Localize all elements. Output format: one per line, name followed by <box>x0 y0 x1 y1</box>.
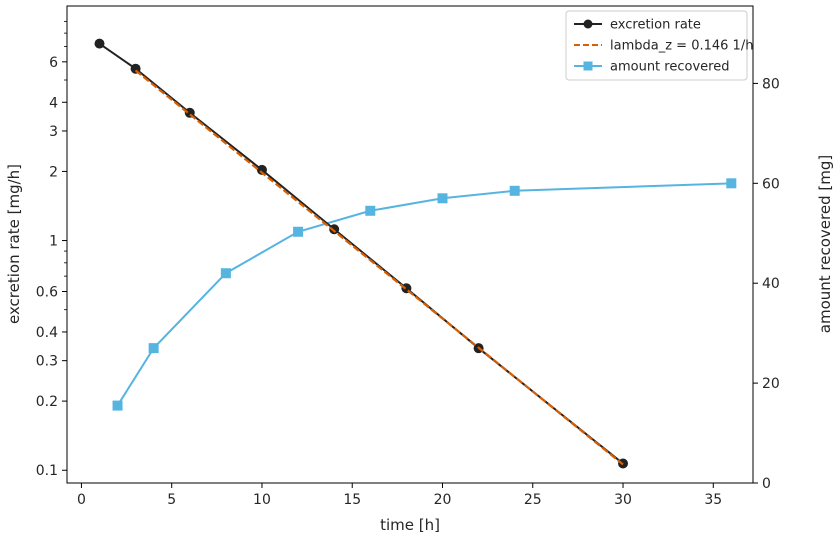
x-tick-label: 20 <box>434 492 452 508</box>
data-point-recovered <box>293 226 304 237</box>
series-line-1 <box>134 69 624 466</box>
data-point-recovered <box>509 185 520 196</box>
left-y-tick-label: 4 <box>49 95 58 111</box>
left-y-tick-label: 0.4 <box>36 325 58 341</box>
x-tick-label: 5 <box>167 492 176 508</box>
x-axis: 0 5 10 15 20 25 30 35 <box>77 483 722 508</box>
series-line-2 <box>116 182 732 407</box>
left-y-tick-label: 0.6 <box>36 285 58 301</box>
left-y-tick-label: 0.3 <box>36 354 58 370</box>
legend-marker <box>583 61 593 71</box>
legend-marker <box>583 19 593 29</box>
x-tick-label: 30 <box>614 492 632 508</box>
data-point-recovered <box>148 343 159 354</box>
right-y-tick-label: 40 <box>762 276 780 292</box>
legend-label: excretion rate <box>610 18 701 33</box>
series-layer <box>94 38 737 469</box>
x-tick-label: 10 <box>253 492 271 508</box>
legend-label: lambda_z = 0.146 1/h <box>610 39 753 54</box>
x-tick-label: 15 <box>343 492 361 508</box>
legend-label: amount recovered <box>610 60 729 75</box>
left-y-tick-label: 1 <box>49 234 58 250</box>
right-y-tick-label: 20 <box>762 376 780 392</box>
left-y-tick-label: 2 <box>49 164 58 180</box>
x-tick-label: 25 <box>524 492 542 508</box>
right-y-axis-title: amount recovered [mg] <box>816 155 834 333</box>
data-point-recovered <box>112 400 123 411</box>
data-point-excretion <box>256 164 267 175</box>
right-y-axis: 0 20 40 60 80 <box>753 76 780 492</box>
legend-box <box>565 10 748 81</box>
left-y-axis-title: excretion rate [mg/h] <box>5 164 23 324</box>
left-y-tick-label: 3 <box>49 124 58 140</box>
data-point-recovered <box>365 205 376 216</box>
data-point-recovered <box>726 178 737 189</box>
left-y-axis: 0.1 0.2 0.3 0.4 0.6 1 2 3 4 6 <box>36 20 67 479</box>
x-axis-title: time [h] <box>380 516 440 534</box>
plot-frame <box>66 5 754 484</box>
left-y-tick-label: 6 <box>49 55 58 71</box>
left-y-tick-label: 0.2 <box>36 394 58 410</box>
legend: excretion rate lambda_z = 0.146 1/h amount… <box>565 10 753 81</box>
right-y-tick-label: 60 <box>762 176 780 192</box>
data-point-excretion <box>329 224 340 235</box>
data-point-recovered <box>220 268 231 279</box>
data-point-excretion <box>94 38 105 49</box>
x-tick-label: 35 <box>704 492 722 508</box>
x-tick-label: 0 <box>77 492 86 508</box>
data-point-recovered <box>437 193 448 204</box>
left-y-tick-label: 0.1 <box>36 463 58 479</box>
right-y-tick-label: 80 <box>762 76 780 92</box>
right-y-tick-label: 0 <box>762 476 771 492</box>
